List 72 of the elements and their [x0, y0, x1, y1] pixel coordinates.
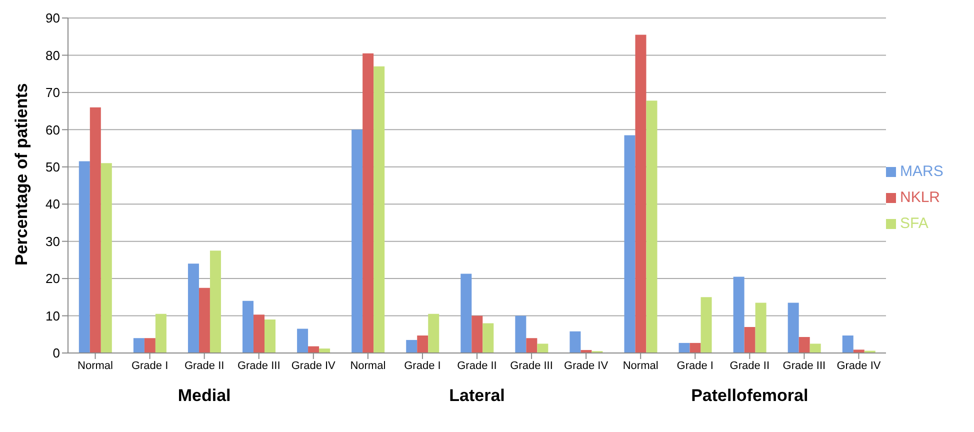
bar [188, 264, 199, 353]
y-tick-label: 70 [46, 85, 60, 100]
y-tick-label: 50 [46, 160, 60, 175]
bar [428, 314, 440, 353]
x-tick-label: Grade IV [291, 360, 336, 372]
x-tick-label: Grade III [510, 360, 553, 372]
legend-label: MARS [900, 163, 944, 180]
x-tick-label: Grade III [237, 360, 280, 372]
x-tick-label: Grade I [131, 360, 168, 372]
x-tick-label: Grade IV [564, 360, 609, 372]
bar [853, 350, 864, 353]
x-tick-label: Normal [350, 360, 386, 372]
bar [635, 34, 646, 353]
bar [297, 328, 308, 353]
bar [733, 276, 744, 353]
bar [460, 274, 472, 353]
y-tick-label: 0 [52, 346, 60, 361]
bar [482, 323, 494, 353]
bar [472, 316, 483, 353]
bar [700, 297, 712, 353]
y-tick-label: 30 [46, 234, 60, 249]
bar [155, 314, 166, 353]
x-tick-label: Grade I [404, 360, 441, 372]
bar [242, 300, 254, 353]
bar [254, 314, 265, 353]
bar [810, 344, 821, 353]
legend-label: SFA [900, 215, 928, 232]
bar [264, 320, 276, 353]
bar [526, 338, 538, 353]
bar [78, 161, 90, 353]
bar [755, 302, 766, 353]
text: Medial [176, 386, 232, 406]
bar [352, 130, 363, 353]
y-tick-label: 80 [46, 48, 60, 63]
bar [210, 250, 221, 353]
bar [744, 326, 756, 353]
bar [624, 135, 636, 353]
y-tick-label: 90 [46, 10, 60, 26]
y-axis-title: Percentage of patients [12, 83, 32, 266]
bar [198, 288, 210, 353]
bar [537, 344, 548, 353]
x-tick-label: Grade III [782, 360, 826, 372]
bar [406, 340, 418, 353]
bar [144, 338, 156, 353]
legend-label: NKLR [900, 189, 940, 206]
text: Patellofemoral [690, 386, 810, 406]
bar [798, 336, 810, 353]
bar [362, 53, 374, 353]
y-tick-label: 20 [46, 271, 60, 286]
bar [842, 336, 854, 353]
y-tick-label: 60 [46, 122, 60, 138]
bar [678, 342, 690, 353]
x-tick-label: Grade I [676, 360, 714, 372]
y-tick-label: 40 [46, 196, 60, 212]
x-tick-label: Normal [622, 360, 658, 372]
bar [417, 336, 428, 353]
text: Lateral [448, 386, 506, 406]
bar [133, 338, 144, 353]
bar [570, 331, 581, 353]
y-tick-label: 10 [46, 308, 60, 324]
x-tick-label: Grade IV [836, 360, 882, 372]
bar [90, 107, 101, 353]
x-tick-label: Normal [78, 360, 113, 372]
x-tick-label: Grade II [730, 360, 770, 372]
bar [515, 316, 526, 353]
bar [690, 342, 701, 353]
bar [374, 66, 385, 353]
x-tick-label: Grade II [184, 360, 224, 372]
bar [100, 163, 112, 353]
bar [788, 302, 799, 353]
x-tick-label: Grade II [457, 360, 497, 372]
bar [646, 100, 658, 353]
